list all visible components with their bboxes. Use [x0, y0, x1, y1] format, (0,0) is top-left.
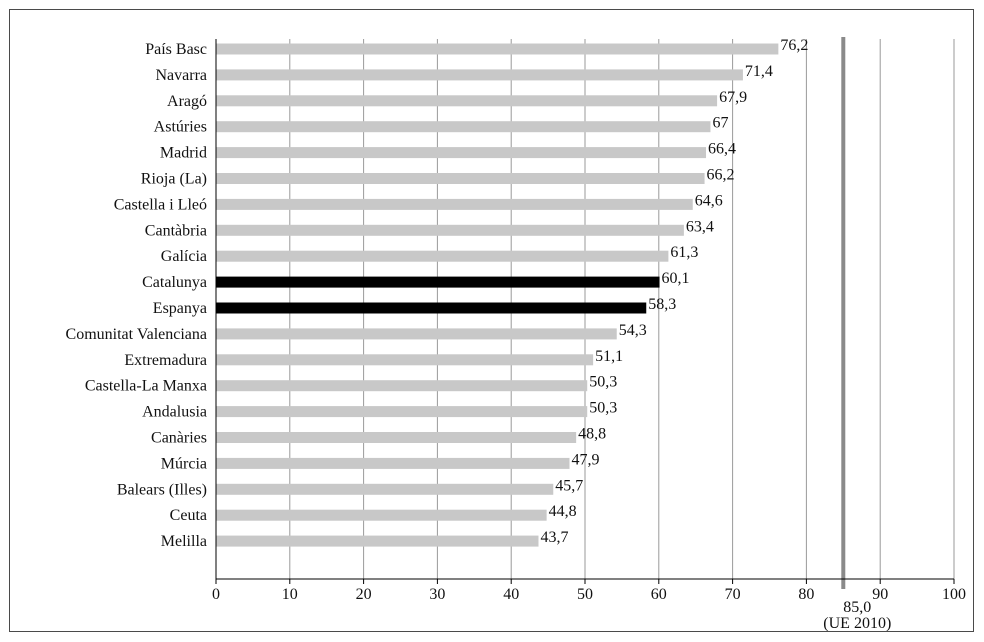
category-label: Ceuta: [170, 507, 207, 524]
value-label: 64,6: [695, 192, 723, 209]
value-label: 45,7: [555, 477, 583, 494]
bar-10: [216, 302, 647, 314]
bar-18: [216, 509, 547, 521]
category-label: Castella i Lleó: [114, 196, 207, 213]
value-label: 43,7: [541, 529, 569, 546]
value-label: 60,1: [662, 270, 690, 287]
category-label: Rioja (La): [141, 171, 207, 188]
category-label: Extremadura: [124, 352, 207, 369]
category-label: Astúries: [154, 119, 207, 136]
value-label: 50,3: [589, 400, 617, 417]
bar-17: [216, 483, 554, 495]
category-label: Comunitat Valenciana: [66, 326, 207, 343]
value-label: 47,9: [572, 451, 600, 468]
bar-4: [216, 147, 707, 159]
category-label: Andalusia: [142, 404, 207, 421]
x-tick-label: 40: [503, 586, 519, 603]
category-label: Canàries: [151, 430, 207, 447]
chart-frame: País Basc 76,2 Navarra 71,4 Aragó 67,9 Astúrie…: [9, 9, 974, 632]
x-tick-label: 60: [651, 586, 667, 603]
x-tick-label: 20: [356, 586, 372, 603]
value-label: 66,4: [708, 141, 736, 158]
x-tick-label: 70: [725, 586, 741, 603]
bar-8: [216, 250, 669, 262]
value-label: 63,4: [686, 218, 714, 235]
value-label: 67: [712, 115, 728, 132]
bar-3: [216, 121, 711, 133]
bar-13: [216, 380, 588, 392]
category-label: Catalunya: [142, 274, 207, 291]
category-label: Madrid: [160, 145, 207, 162]
category-label: País Basc: [145, 41, 207, 58]
x-tick-label: 0: [212, 586, 220, 603]
bar-6: [216, 198, 693, 210]
bar-2: [216, 95, 718, 107]
x-tick-label: 50: [577, 586, 593, 603]
x-tick-label: 30: [429, 586, 445, 603]
bar-5: [216, 173, 705, 184]
reference-value-label: 85,0: [843, 599, 871, 616]
value-label: 58,3: [648, 296, 676, 313]
value-label: 51,1: [595, 348, 623, 365]
category-label: Aragó: [167, 93, 207, 110]
category-label: Navarra: [155, 67, 207, 84]
bar-chart: País Basc 76,2 Navarra 71,4 Aragó 67,9 Astúrie…: [66, 37, 966, 631]
bar-14: [216, 406, 588, 418]
value-label: 66,2: [707, 167, 735, 184]
bar-15: [216, 432, 577, 443]
category-label: Múrcia: [161, 455, 207, 472]
value-label: 67,9: [719, 89, 747, 106]
bar-9: [216, 276, 660, 288]
value-label: 48,8: [578, 426, 606, 443]
bar-0: [216, 43, 779, 55]
value-label: 71,4: [745, 63, 773, 80]
value-label: 44,8: [549, 503, 577, 520]
x-tick-label: 90: [872, 586, 888, 603]
value-label: 76,2: [780, 37, 808, 54]
value-label: 50,3: [589, 374, 617, 391]
x-tick-label: 80: [798, 586, 814, 603]
bar-1: [216, 69, 743, 81]
x-tick-label: 10: [282, 586, 298, 603]
category-label: Galícia: [161, 248, 207, 265]
category-label: Castella-La Manxa: [85, 378, 207, 395]
category-label: Melilla: [161, 533, 207, 550]
bar-16: [216, 457, 570, 469]
bar-12: [216, 354, 594, 366]
category-label: Balears (Illes): [117, 481, 207, 498]
bar-7: [216, 224, 684, 236]
category-label: Espanya: [153, 300, 207, 317]
value-label: 61,3: [670, 244, 698, 261]
category-label: Cantàbria: [145, 222, 207, 239]
x-tick-label: 100: [942, 586, 966, 603]
bar-11: [216, 328, 617, 340]
bar-19: [216, 535, 539, 547]
reference-note-label: (UE 2010): [823, 615, 891, 631]
value-label: 54,3: [619, 322, 647, 339]
